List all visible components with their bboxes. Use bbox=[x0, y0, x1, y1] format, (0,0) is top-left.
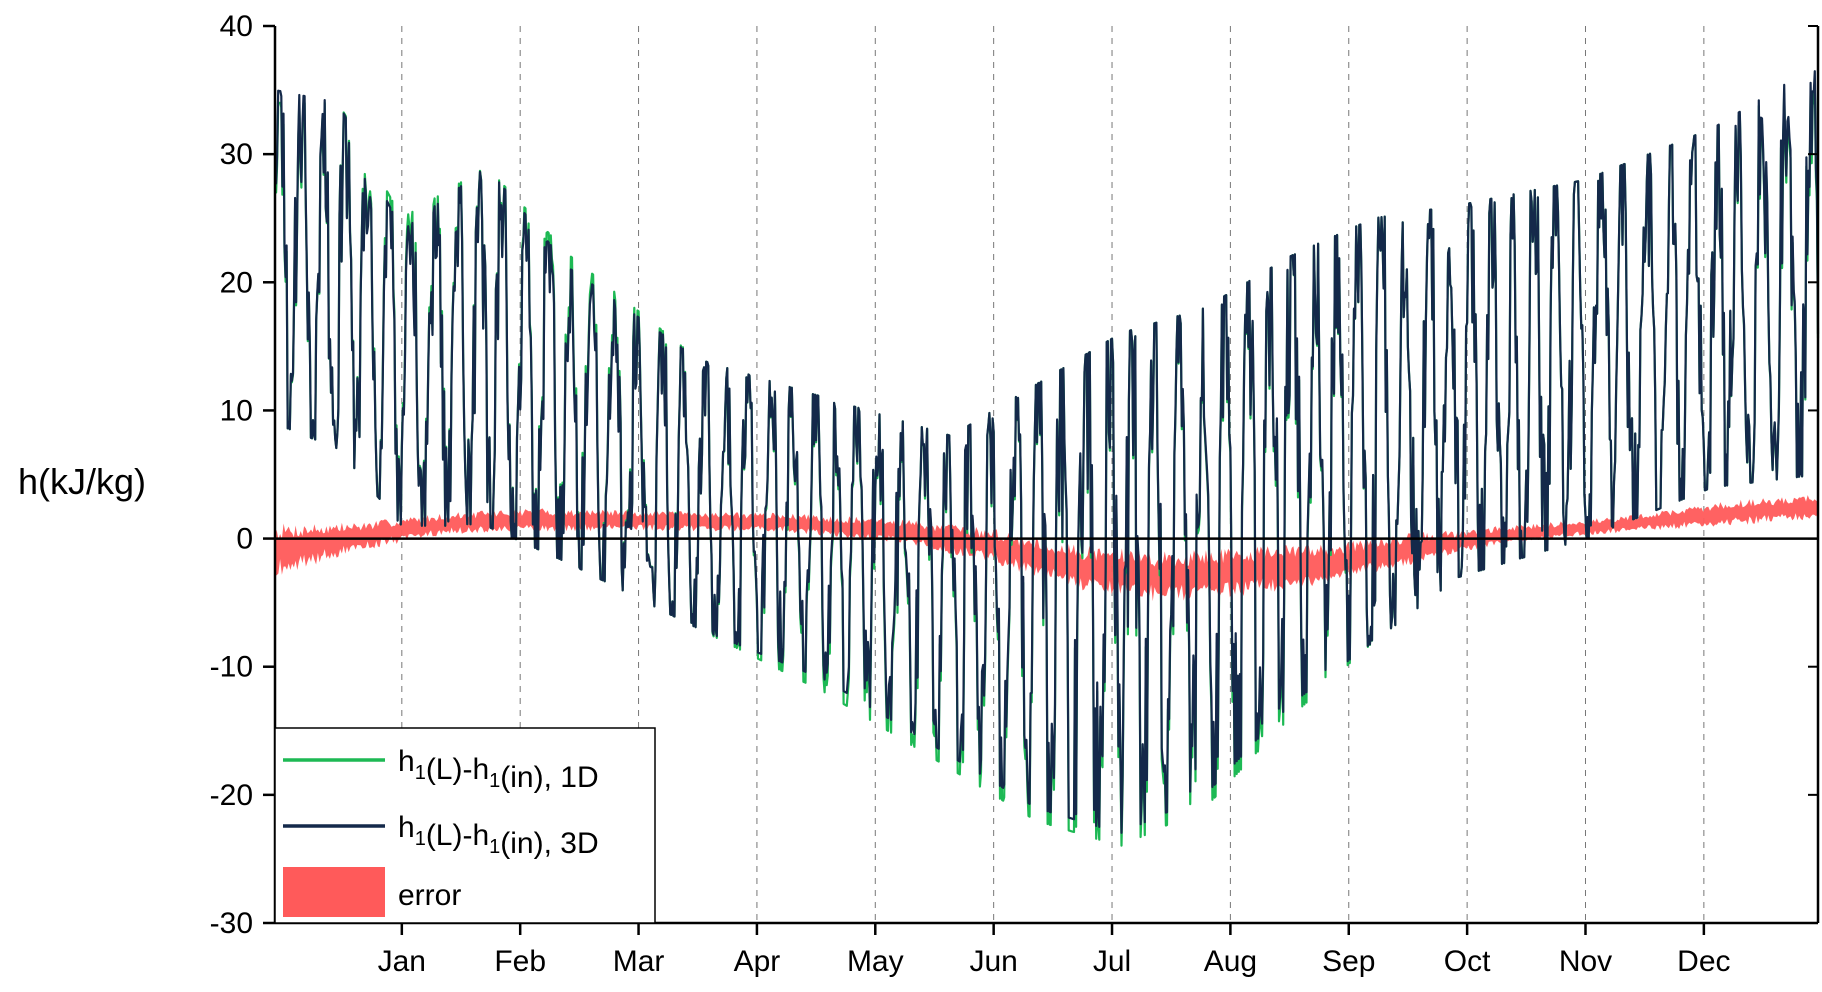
legend-label-3d: h1(L)-h1(in), 3D bbox=[398, 811, 599, 860]
y-tick-label-0: 0 bbox=[236, 523, 253, 556]
y-tick-label--20: -20 bbox=[210, 779, 253, 812]
y-tick-label--30: -30 bbox=[210, 907, 253, 940]
x-tick-label-feb: Feb bbox=[494, 945, 546, 978]
x-tick-label-nov: Nov bbox=[1559, 945, 1612, 978]
x-tick-label-may: May bbox=[847, 945, 904, 978]
y-tick-label-30: 30 bbox=[220, 138, 253, 171]
x-tick-label-sep: Sep bbox=[1322, 945, 1375, 978]
y-tick-label-10: 10 bbox=[220, 394, 253, 427]
y-tick-label--10: -10 bbox=[210, 651, 253, 684]
series-3d-line bbox=[273, 70, 1820, 834]
x-tick-label-mar: Mar bbox=[613, 945, 665, 978]
x-tick-label-apr: Apr bbox=[734, 945, 781, 978]
legend: h1(L)-h1(in), 1D h1(L)-h1(in), 3D error bbox=[274, 727, 656, 924]
x-tick-label-jul: Jul bbox=[1093, 945, 1131, 978]
tick-group: -30 -20 -10 0 10 20 30 40 Jan Feb Mar Apr May Jun Jul A… bbox=[210, 10, 1818, 978]
x-tick-label-jun: Jun bbox=[969, 945, 1017, 978]
y-axis-label: h(kJ/kg) bbox=[18, 461, 146, 502]
legend-label-1d: h1(L)-h1(in), 1D bbox=[398, 745, 599, 794]
y-tick-label-40: 40 bbox=[220, 10, 253, 43]
legend-swatch-error bbox=[283, 867, 385, 917]
series-3d-group bbox=[273, 70, 1820, 834]
y-tick-label-20: 20 bbox=[220, 266, 253, 299]
x-tick-label-jan: Jan bbox=[378, 945, 426, 978]
x-tick-label-oct: Oct bbox=[1444, 945, 1491, 978]
x-tick-label-dec: Dec bbox=[1677, 945, 1730, 978]
x-tick-label-aug: Aug bbox=[1204, 945, 1257, 978]
legend-label-error: error bbox=[398, 879, 461, 912]
